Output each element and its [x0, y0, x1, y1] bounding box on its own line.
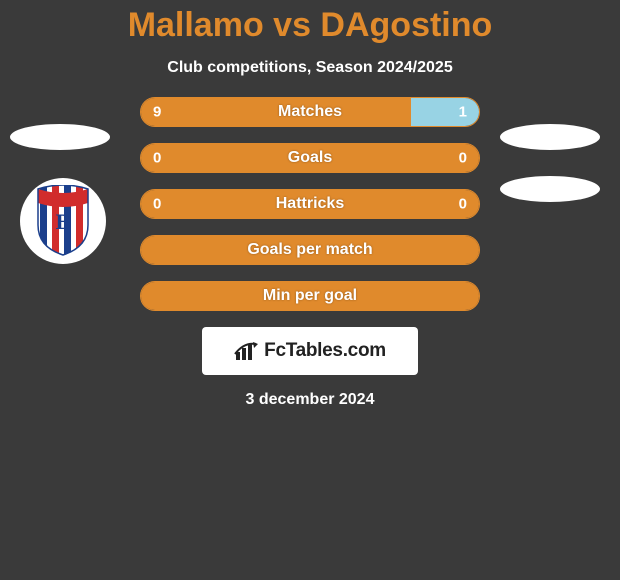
bar-value-right: 0	[459, 196, 467, 213]
watermark: FcTables.com	[202, 327, 418, 375]
bar-value-left: 0	[153, 196, 161, 213]
shield-icon: B	[34, 185, 92, 257]
bar-chart-icon	[234, 340, 260, 362]
stat-bar: Matches9 1	[140, 97, 480, 127]
date: 3 december 2024	[0, 391, 620, 409]
player-badge-left	[10, 124, 110, 150]
bar-value-left: 0	[153, 150, 161, 167]
stat-bar: Min per goal	[140, 281, 480, 311]
bar-label: Matches	[141, 103, 479, 121]
stat-bar: Goals0 0	[140, 143, 480, 173]
bar-label: Hattricks	[141, 195, 479, 213]
svg-text:B: B	[56, 209, 71, 234]
subtitle: Club competitions, Season 2024/2025	[0, 59, 620, 77]
page-title: Mallamo vs DAgostino	[0, 0, 620, 45]
watermark-text: FcTables.com	[264, 340, 386, 362]
club-badge-left: B	[20, 178, 106, 264]
stat-bar: Goals per match	[140, 235, 480, 265]
bar-label: Goals	[141, 149, 479, 167]
bar-value-right: 1	[459, 104, 467, 121]
stat-bar: Hattricks0 0	[140, 189, 480, 219]
player-badge-right	[500, 124, 600, 150]
bar-value-left: 9	[153, 104, 161, 121]
bar-value-right: 0	[459, 150, 467, 167]
bar-label: Goals per match	[141, 241, 479, 259]
bar-label: Min per goal	[141, 287, 479, 305]
player-badge-right-2	[500, 176, 600, 202]
stats-bars: Matches91Goals00Hattricks00Goals per mat…	[140, 97, 480, 311]
